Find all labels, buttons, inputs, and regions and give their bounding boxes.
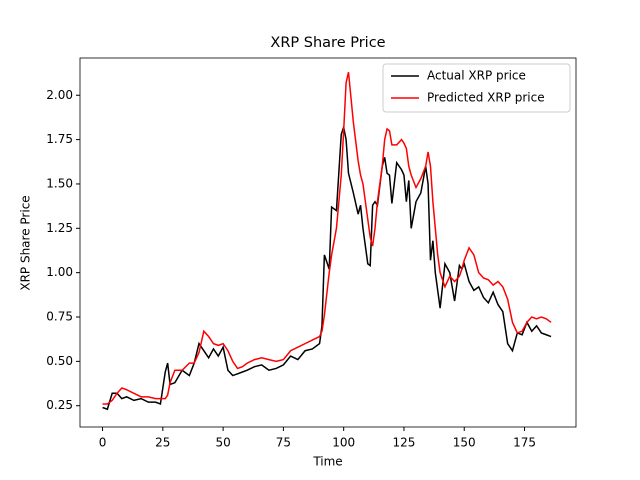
legend-label: Actual XRP price bbox=[427, 69, 526, 83]
x-tick-label: 125 bbox=[393, 436, 416, 450]
legend-label: Predicted XRP price bbox=[427, 91, 545, 105]
y-tick-label: 0.50 bbox=[46, 354, 73, 368]
y-tick-label: 2.00 bbox=[46, 88, 73, 102]
x-tick-label: 50 bbox=[215, 436, 230, 450]
data-line bbox=[102, 124, 552, 411]
chart-title: XRP Share Price bbox=[270, 35, 385, 51]
x-tick-label: 100 bbox=[332, 436, 355, 450]
x-tick-label: 150 bbox=[453, 436, 476, 450]
y-tick-label: 0.25 bbox=[46, 398, 73, 412]
x-tick-label: 25 bbox=[155, 436, 170, 450]
y-tick-label: 1.25 bbox=[46, 221, 73, 235]
x-tick-label: 175 bbox=[513, 436, 536, 450]
y-tick-label: 1.75 bbox=[46, 132, 73, 146]
y-tick-label: 0.75 bbox=[46, 310, 73, 324]
y-tick-label: 1.50 bbox=[46, 176, 73, 190]
data-line bbox=[102, 72, 552, 405]
y-tick-label: 1.00 bbox=[46, 265, 73, 279]
y-axis-label: XRP Share Price bbox=[19, 195, 33, 290]
legend-box bbox=[382, 63, 571, 113]
plot-frame bbox=[79, 57, 577, 428]
x-tick-label: 0 bbox=[99, 436, 107, 450]
x-tick-label: 75 bbox=[276, 436, 291, 450]
x-axis-label: Time bbox=[312, 455, 342, 469]
